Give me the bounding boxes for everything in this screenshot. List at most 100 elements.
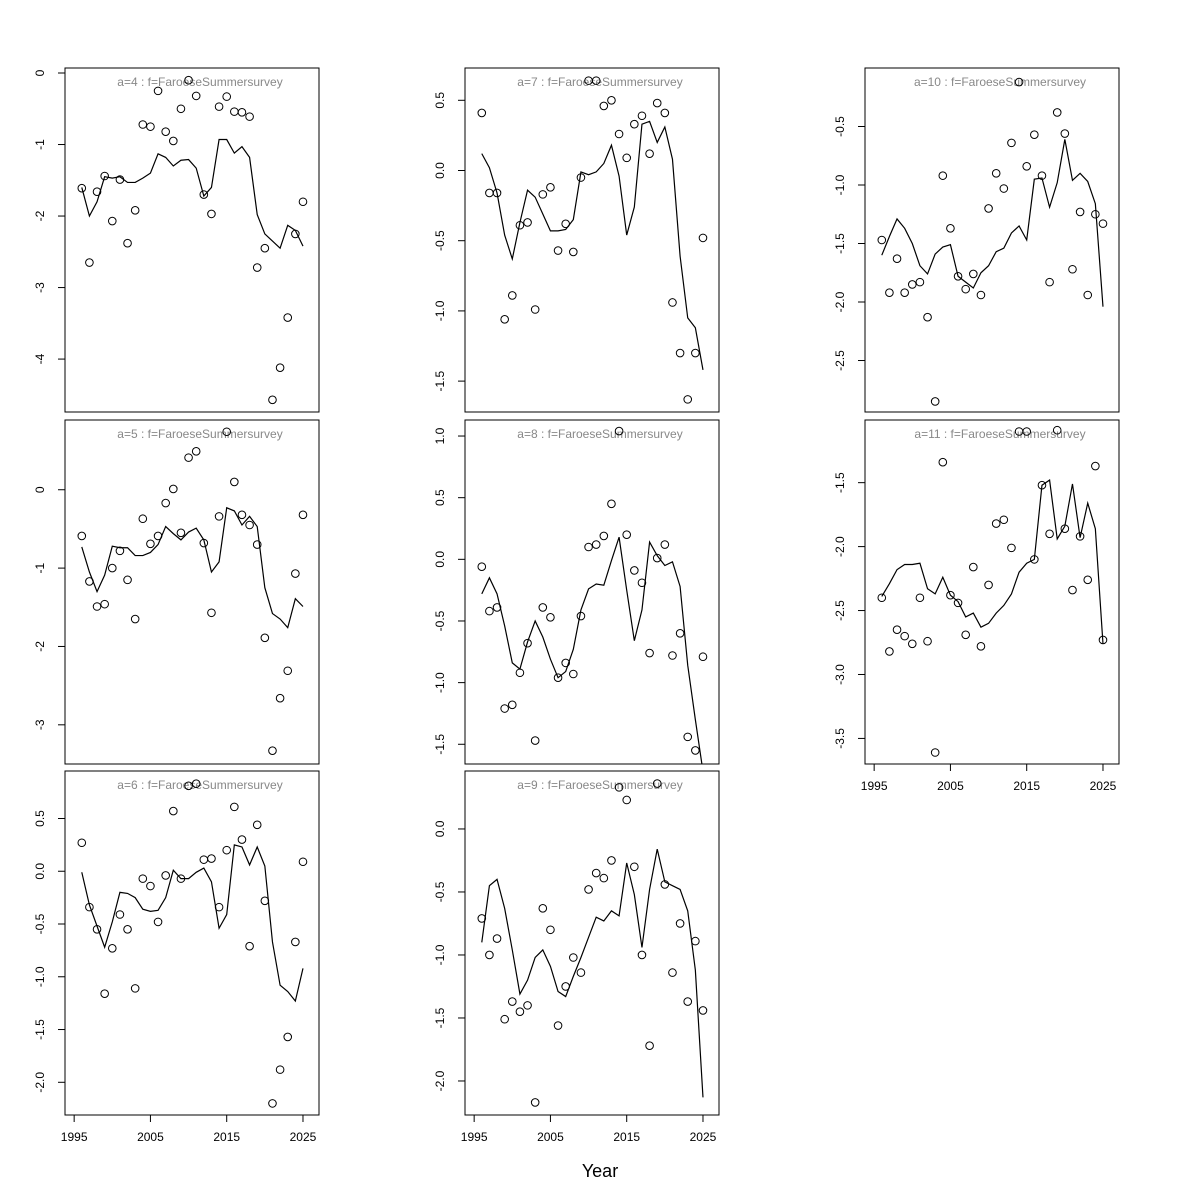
fitted-line — [81, 506, 304, 629]
observation-point — [123, 924, 132, 934]
observation-point — [1068, 585, 1077, 595]
observation-point — [130, 984, 140, 993]
y-tick-label: 0.0 — [33, 863, 47, 880]
observation-point — [237, 108, 247, 117]
observation-point — [599, 101, 609, 111]
observation-point — [500, 1014, 509, 1024]
y-tick-label: 0 — [33, 486, 47, 493]
observation-point — [999, 184, 1009, 193]
observation-point — [668, 298, 677, 307]
observation-point — [991, 169, 1001, 178]
observation-point — [100, 171, 109, 181]
observation-point — [607, 499, 616, 509]
observation-point — [214, 102, 224, 111]
observation-point — [153, 86, 163, 96]
observation-point — [275, 693, 285, 703]
observation-point — [976, 290, 986, 300]
observation-point — [100, 599, 109, 609]
observation-point — [683, 395, 693, 404]
y-tick-label: -2 — [33, 210, 47, 221]
plot-frame — [464, 419, 720, 765]
observation-point — [630, 862, 639, 872]
observation-point — [614, 426, 624, 436]
observation-point — [614, 783, 624, 792]
observation-point — [976, 642, 986, 651]
observation-point — [1014, 77, 1024, 87]
observation-point — [877, 235, 887, 245]
observation-point — [1075, 207, 1085, 217]
observation-point — [85, 258, 94, 267]
y-tick-label: -1 — [33, 562, 47, 573]
observation-point — [1030, 130, 1039, 139]
observation-point — [553, 246, 563, 255]
observation-point — [245, 520, 254, 530]
observation-point — [630, 119, 639, 129]
y-tick-label: -1.0 — [833, 174, 847, 195]
observation-point — [569, 669, 578, 679]
observation-point — [146, 881, 155, 891]
observation-point — [622, 795, 632, 805]
observation-point — [907, 639, 917, 649]
observation-point — [607, 856, 616, 865]
y-tick-label: -1.0 — [433, 300, 447, 321]
observation-point — [969, 269, 978, 279]
observation-point — [492, 934, 502, 943]
observation-point — [530, 305, 540, 314]
observation-point — [900, 631, 909, 641]
y-tick-label: -1.5 — [833, 233, 847, 254]
observation-point — [275, 363, 285, 372]
observation-point — [230, 802, 239, 812]
plot-frame — [64, 770, 320, 1116]
observation-point — [885, 647, 894, 656]
observation-point — [538, 190, 548, 199]
observation-point — [92, 602, 102, 611]
observation-point — [637, 578, 647, 588]
fitted-line — [81, 138, 304, 250]
fitted-line — [881, 479, 1104, 644]
observation-point — [222, 92, 232, 101]
observation-point — [130, 206, 140, 215]
y-tick-label: 0.5 — [33, 810, 47, 827]
observation-point — [298, 857, 308, 867]
observation-point — [1007, 543, 1016, 553]
y-tick-label: -2.0 — [833, 536, 847, 557]
x-tick-label: 2015 — [1013, 779, 1040, 793]
observation-point — [584, 885, 593, 894]
x-tick-label: 1995 — [461, 1130, 488, 1144]
observation-point — [485, 606, 494, 616]
observation-point — [584, 542, 593, 552]
observation-point — [946, 590, 955, 600]
observation-point — [885, 288, 894, 297]
observation-point — [645, 648, 654, 658]
y-tick-label: -0.5 — [433, 230, 447, 251]
observation-point — [877, 593, 887, 603]
observation-point — [230, 477, 239, 487]
y-tick-label: -1.0 — [433, 944, 447, 965]
observation-point — [100, 989, 109, 998]
observation-point — [507, 291, 517, 300]
observation-point — [130, 614, 140, 624]
y-tick-label: -2.0 — [833, 291, 847, 312]
observation-point — [123, 238, 132, 248]
y-tick-label: -1.5 — [33, 1019, 47, 1040]
observation-point — [107, 943, 117, 953]
observation-point — [1083, 575, 1093, 585]
y-tick-label: -3 — [33, 282, 47, 293]
y-tick-label: -1.0 — [33, 966, 47, 987]
observation-point — [698, 233, 708, 243]
observation-point — [930, 748, 940, 757]
panel-title: a=9 : f=FaroeseSummersurvey — [517, 778, 682, 792]
observation-point — [591, 540, 601, 549]
observation-point — [546, 612, 555, 622]
observation-point — [500, 315, 509, 324]
y-tick-label: 1.0 — [433, 427, 447, 444]
observation-point — [169, 806, 178, 816]
x-axis-label: Year — [582, 1161, 618, 1181]
y-tick-label: 0.0 — [433, 820, 447, 837]
y-tick-label: -2.0 — [433, 1070, 447, 1091]
panel-title: a=4 : f=FaroeseSummersurvey — [117, 75, 282, 89]
observation-point — [146, 122, 155, 131]
observation-point — [599, 531, 609, 541]
observation-point — [652, 779, 662, 788]
observation-point — [222, 845, 232, 855]
